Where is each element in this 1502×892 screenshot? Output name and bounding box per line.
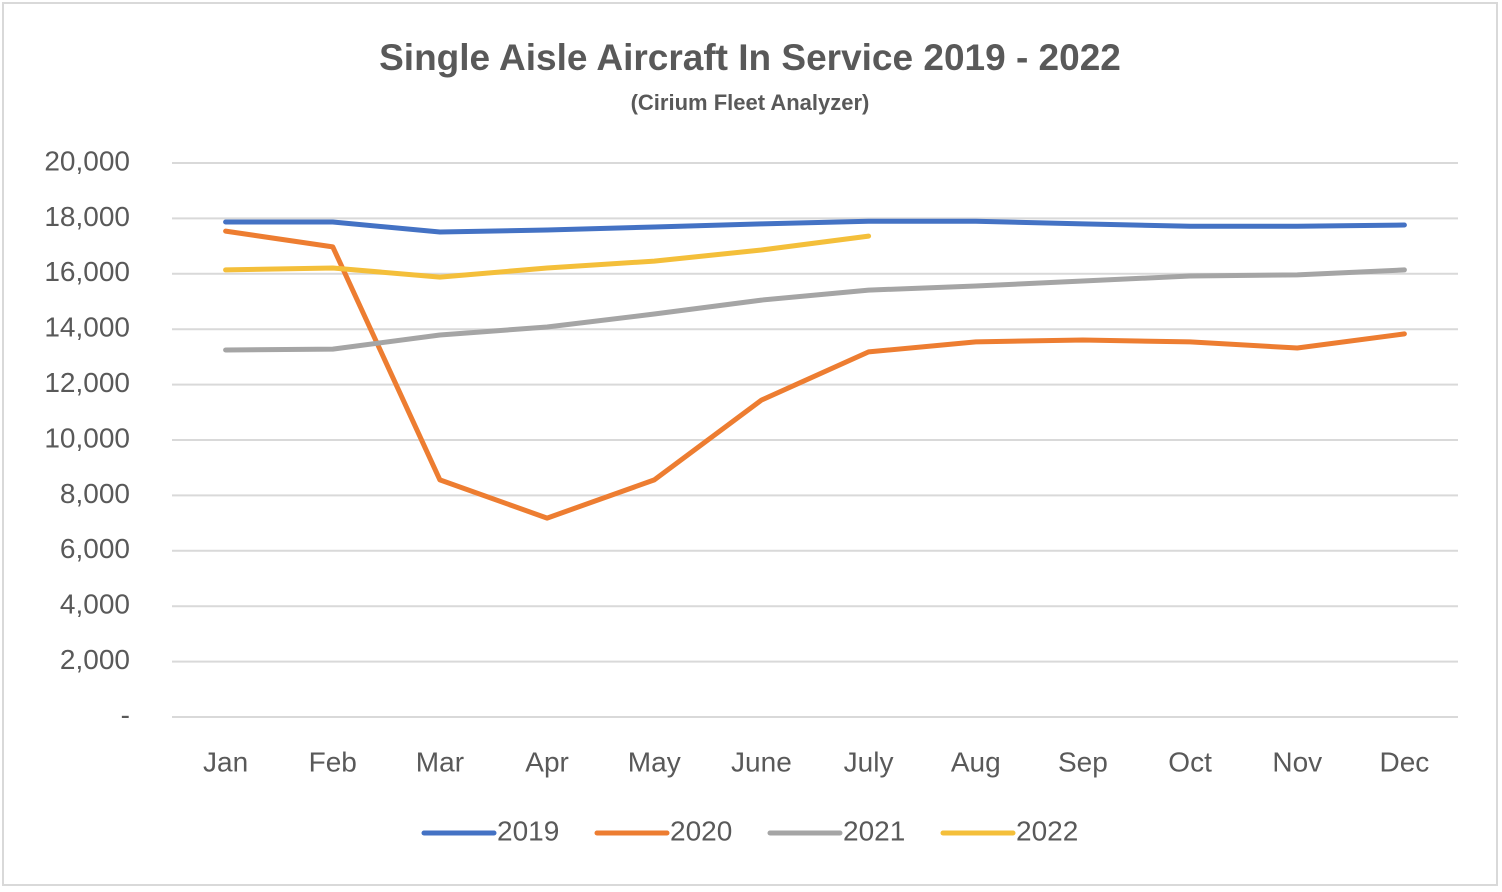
x-tick-label: Aug [951,746,1001,777]
y-tick-label: 14,000 [44,312,130,343]
legend-label: 2022 [1016,815,1078,846]
legend-label: 2019 [497,815,559,846]
x-tick-label: Sep [1058,746,1108,777]
chart-title: Single Aisle Aircraft In Service 2019 - … [379,37,1121,78]
x-tick-label: Mar [416,746,464,777]
x-tick-label: May [628,746,681,777]
series-line [223,267,1407,353]
y-tick-label: 10,000 [44,422,130,453]
x-tick-label: Nov [1272,746,1322,777]
x-tick-label: Feb [309,746,357,777]
x-tick-label: Jan [203,746,248,777]
series-line [223,228,1407,521]
x-tick-label: Apr [525,746,569,777]
x-tick-label: Oct [1168,746,1212,777]
x-tick-label: July [844,746,894,777]
y-tick-label: 20,000 [44,145,130,176]
x-tick-label: Dec [1380,746,1430,777]
legend-label: 2021 [843,815,905,846]
y-tick-label: 16,000 [44,256,130,287]
y-tick-label: 4,000 [60,589,130,620]
y-tick-label: 6,000 [60,533,130,564]
y-tick-label: 18,000 [44,201,130,232]
y-tick-label: - [121,699,130,730]
y-tick-label: 8,000 [60,478,130,509]
series-line [223,233,872,280]
series-line [223,218,1407,235]
x-tick-label: June [731,746,792,777]
y-tick-label: 12,000 [44,367,130,398]
y-tick-label: 2,000 [60,644,130,675]
legend-label: 2020 [670,815,732,846]
chart-subtitle: (Cirium Fleet Analyzer) [631,90,870,115]
